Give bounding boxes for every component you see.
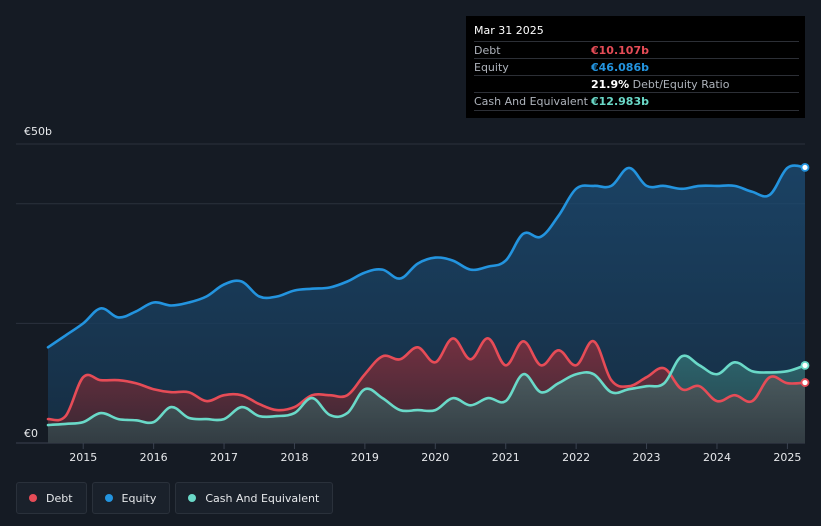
tooltip-row-ratio: 21.9% Debt/Equity Ratio bbox=[474, 75, 799, 93]
legend-cash-label: Cash And Equivalent bbox=[205, 491, 320, 505]
axis-layer: €50b €0 2015 2016 2017 2018 2019 2020 2021 2022 20… bbox=[24, 125, 801, 464]
legend: Debt Equity Cash And Equivalent bbox=[16, 482, 334, 514]
x-tick-label: 2019 bbox=[351, 451, 379, 464]
tooltip-cash-label: Cash And Equivalent bbox=[474, 95, 588, 108]
equity-endpoint-marker bbox=[800, 163, 810, 172]
y-tick-label-top: €50b bbox=[24, 125, 52, 138]
tooltip-row-debt: Debt €10.107b bbox=[474, 41, 799, 59]
tooltip-panel: Mar 31 2025 Debt €10.107b Equity €46.086… bbox=[466, 16, 805, 118]
legend-debt-dot-icon bbox=[29, 494, 37, 502]
x-tick-label: 2022 bbox=[562, 451, 590, 464]
legend-equity-label: Equity bbox=[121, 491, 157, 505]
equity-area bbox=[48, 165, 805, 443]
x-tick-label: 2024 bbox=[703, 451, 731, 464]
marker-layer bbox=[800, 163, 810, 387]
tooltip-equity-label: Equity bbox=[474, 61, 509, 74]
x-tick-label: 2015 bbox=[69, 451, 97, 464]
x-tick-label: 2021 bbox=[492, 451, 520, 464]
legend-item-debt[interactable]: Debt bbox=[16, 482, 87, 514]
tooltip-row-cash: Cash And Equivalent €12.983b bbox=[474, 92, 799, 111]
legend-item-cash[interactable]: Cash And Equivalent bbox=[175, 482, 334, 514]
x-tick-label: 2018 bbox=[280, 451, 308, 464]
line-layer bbox=[46, 164, 807, 427]
tooltip-debt-value: €10.107b bbox=[591, 44, 649, 57]
x-tick-label: 2020 bbox=[421, 451, 449, 464]
x-tick-label: 2023 bbox=[633, 451, 661, 464]
debt-endpoint-marker bbox=[800, 378, 810, 387]
legend-equity-dot-icon bbox=[104, 494, 113, 502]
tooltip-debt-label: Debt bbox=[474, 44, 501, 57]
equity-line bbox=[46, 164, 807, 349]
legend-debt-label: Debt bbox=[46, 491, 73, 505]
tooltip-ratio-label: Debt/Equity Ratio bbox=[632, 78, 730, 91]
y-tick-label-bottom: €0 bbox=[24, 427, 38, 440]
x-tick-label: 2017 bbox=[210, 451, 238, 464]
x-tick-label: 2025 bbox=[773, 451, 801, 464]
cash-endpoint-marker bbox=[800, 360, 810, 370]
tooltip-row-equity: Equity €46.086b bbox=[474, 58, 799, 76]
tooltip-date: Mar 31 2025 bbox=[474, 24, 544, 37]
debt-line bbox=[46, 337, 807, 422]
legend-item-equity[interactable]: Equity bbox=[91, 482, 171, 514]
legend-cash-dot-icon bbox=[188, 494, 197, 502]
tooltip-ratio-value: 21.9% bbox=[591, 78, 630, 91]
cash-area bbox=[48, 355, 805, 443]
area-layer bbox=[48, 165, 805, 443]
tooltip-ratio: 21.9% Debt/Equity Ratio bbox=[591, 78, 729, 91]
tooltip-equity-value: €46.086b bbox=[591, 61, 649, 74]
cash-line bbox=[46, 354, 807, 427]
x-tick-label: 2016 bbox=[140, 451, 168, 464]
tooltip-cash-value: €12.983b bbox=[591, 95, 649, 108]
